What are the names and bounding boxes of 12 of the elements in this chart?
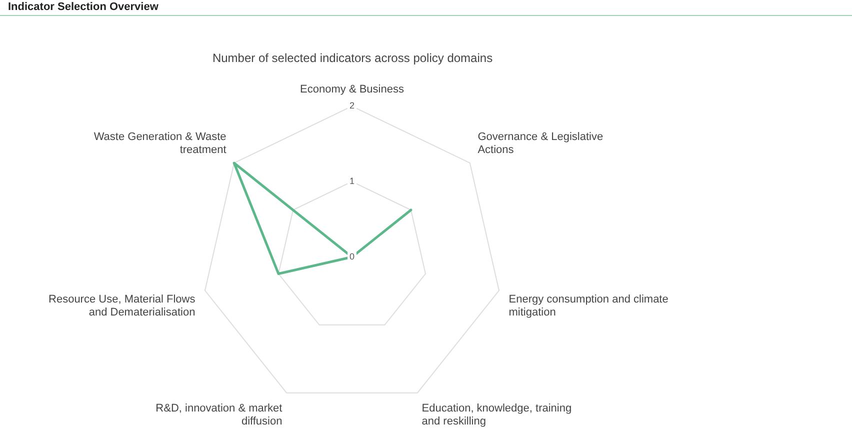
y-tick-label: 1 <box>349 176 355 186</box>
spoke-label: Education, knowledge, training and reskilling <box>422 402 572 428</box>
spoke-label: Waste Generation & Waste treatment <box>94 130 226 156</box>
spoke-label: R&D, innovation & market diffusion <box>156 402 282 428</box>
y-tick-label: 2 <box>349 100 355 111</box>
spoke-label: Energy consumption and climate mitigation <box>508 293 668 319</box>
text: Indicator Selection Overview <box>8 1 158 13</box>
y-tick-label: 0 <box>349 251 355 262</box>
spoke-label: Governance & Legislative Actions <box>478 130 604 156</box>
chart-title: Number of selected indicators across policy domains <box>211 51 494 65</box>
spoke-label: Resource Use, Material Flows and Dematerialisation <box>48 293 196 319</box>
spoke-label: Economy & Business <box>300 84 404 96</box>
